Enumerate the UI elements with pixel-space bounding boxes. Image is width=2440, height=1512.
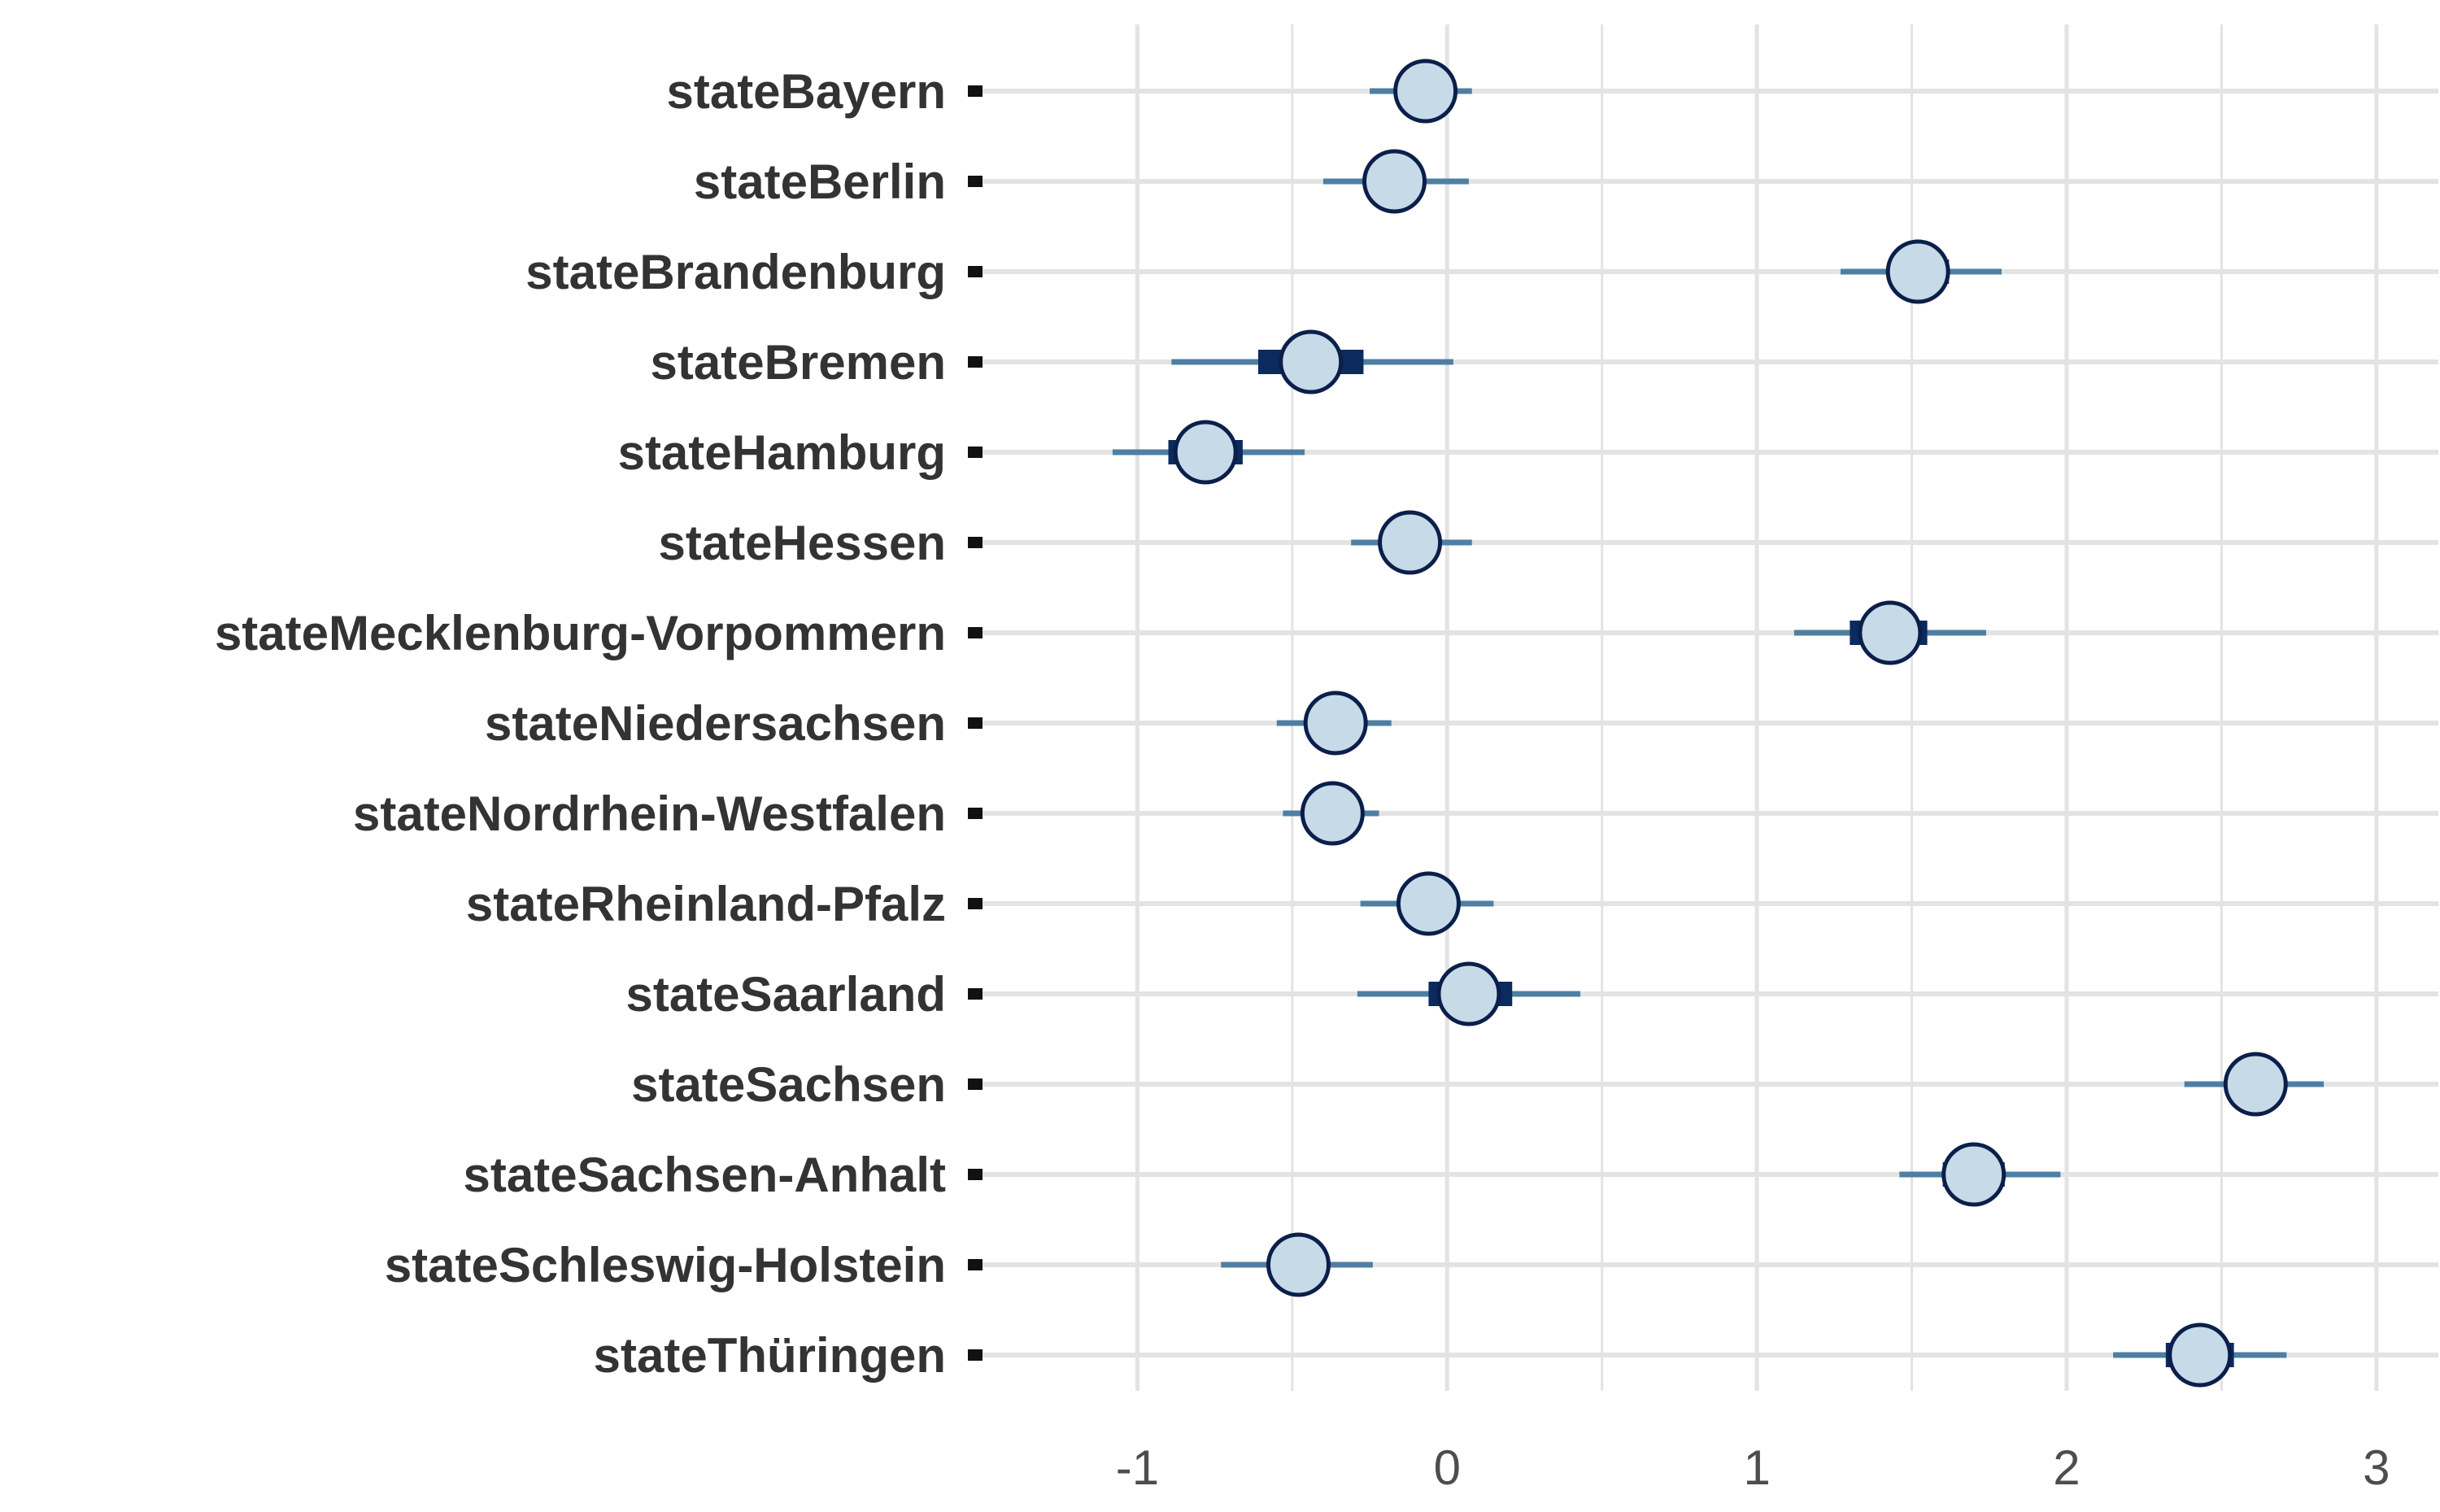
y-tick-mark xyxy=(968,627,983,638)
x-tick-label: 1 xyxy=(1743,1440,1770,1495)
y-tick-mark xyxy=(968,176,983,187)
y-axis-ticks xyxy=(968,85,983,1361)
point-layer xyxy=(1173,59,2288,1388)
y-tick-label: stateBrandenburg xyxy=(525,245,946,299)
point-estimate xyxy=(2168,1322,2233,1388)
y-tick-label: stateBayern xyxy=(666,64,946,119)
x-axis-labels: -1 0 1 2 3 xyxy=(1116,1440,2390,1495)
y-tick-label: stateNordrhein-Westfalen xyxy=(353,787,946,841)
y-tick-label: stateBerlin xyxy=(694,155,946,209)
y-tick-label: stateHessen xyxy=(658,516,946,570)
point-estimate xyxy=(1858,600,1923,665)
point-estimate xyxy=(1436,961,1501,1026)
y-tick-label: stateHamburg xyxy=(618,425,946,480)
y-tick-mark xyxy=(968,447,983,458)
y-tick-label: stateThüringen xyxy=(594,1328,946,1383)
y-tick-label: stateSachsen-Anhalt xyxy=(464,1148,947,1202)
y-tick-label: stateNiedersachsen xyxy=(485,696,946,751)
point-estimate xyxy=(2223,1052,2288,1117)
point-estimate xyxy=(1378,510,1443,575)
point-estimate xyxy=(1303,691,1368,756)
point-estimate xyxy=(1362,149,1427,214)
y-tick-mark xyxy=(968,537,983,548)
point-estimate xyxy=(1173,420,1238,485)
point-estimate xyxy=(1266,1232,1331,1297)
point-estimate xyxy=(1941,1142,2006,1207)
y-tick-mark xyxy=(968,717,983,729)
y-tick-label: stateSaarland xyxy=(625,967,946,1022)
y-tick-label: stateSchleswig-Holstein xyxy=(385,1238,946,1292)
point-estimate xyxy=(1396,871,1461,936)
x-tick-label: 3 xyxy=(2363,1440,2390,1495)
y-tick-mark xyxy=(968,85,983,97)
point-estimate xyxy=(1393,59,1458,124)
y-tick-mark xyxy=(968,266,983,277)
y-tick-mark xyxy=(968,1259,983,1270)
y-tick-label: stateMecklenburg-Vorpommern xyxy=(215,606,946,660)
x-tick-label: 0 xyxy=(1434,1440,1461,1495)
point-estimate xyxy=(1300,781,1365,846)
y-tick-label: stateSachsen xyxy=(631,1057,946,1112)
point-estimate xyxy=(1885,239,1950,304)
y-tick-mark xyxy=(968,898,983,909)
y-axis-labels: stateBayern stateBerlin stateBrandenburg st… xyxy=(215,64,946,1383)
y-tick-mark xyxy=(968,1349,983,1361)
y-tick-mark xyxy=(968,1169,983,1180)
y-tick-mark xyxy=(968,356,983,368)
y-tick-label: stateBremen xyxy=(651,335,947,390)
x-tick-label: -1 xyxy=(1116,1440,1159,1495)
y-tick-label: stateRheinland-Pfalz xyxy=(466,877,946,931)
x-tick-label: 2 xyxy=(2053,1440,2080,1495)
point-estimate xyxy=(1279,329,1344,394)
grid-layer xyxy=(983,24,2438,1391)
y-tick-mark xyxy=(968,988,983,1000)
y-tick-mark xyxy=(968,808,983,819)
y-tick-mark xyxy=(968,1078,983,1090)
